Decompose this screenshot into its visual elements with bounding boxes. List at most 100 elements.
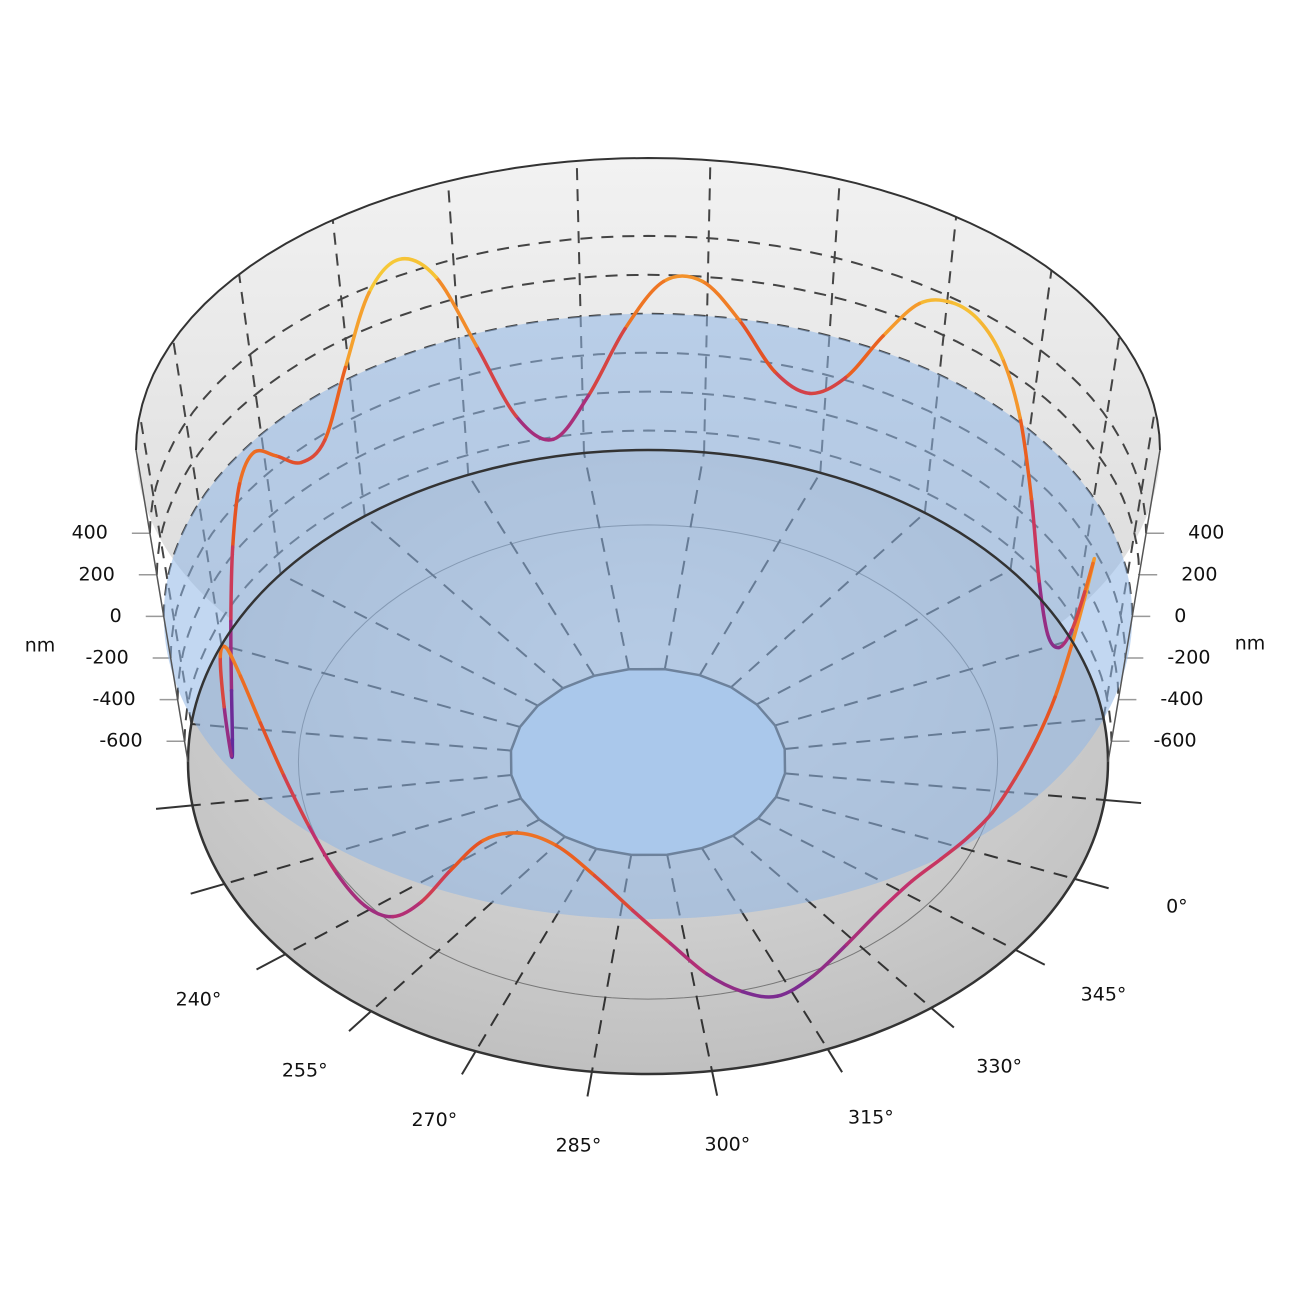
curve-segment — [772, 369, 812, 396]
curve-segment — [554, 843, 597, 878]
curve-segment — [705, 972, 745, 994]
curve-segment — [1083, 561, 1095, 594]
grid-line — [155, 273, 1141, 575]
curve-segment — [222, 704, 234, 758]
curve-segment — [910, 857, 943, 883]
theta-tick — [711, 1070, 719, 1096]
z-tick-label: -400 — [92, 688, 135, 710]
theta-tick-label: 300° — [705, 1134, 751, 1156]
curve-segment — [224, 645, 243, 678]
curve-segment — [878, 879, 914, 913]
curve-segment — [516, 831, 559, 848]
curve-segment — [229, 688, 235, 742]
theta-tick-label: 0° — [1166, 895, 1188, 917]
curve-segment — [1070, 590, 1087, 632]
curve-segment — [1000, 356, 1022, 420]
z-axis-label: nm — [1235, 633, 1266, 655]
z-tick-label: -200 — [86, 647, 129, 669]
curve-segment — [274, 454, 303, 465]
curve-segment — [807, 375, 848, 396]
theta-tick — [461, 1050, 477, 1075]
curve-segment — [737, 318, 777, 374]
theta-tick — [1104, 799, 1142, 805]
curve-segment — [419, 868, 453, 904]
edge — [135, 449, 189, 763]
grid-line — [370, 836, 566, 1012]
curve-segment — [917, 298, 954, 306]
curve-segment — [434, 275, 479, 348]
curve-segment — [1034, 695, 1057, 742]
curve-segment — [843, 334, 885, 380]
curve-segment — [740, 989, 780, 999]
theta-tick — [1014, 948, 1046, 966]
curve-segment — [700, 279, 742, 323]
curve-segment — [586, 326, 627, 398]
grid-line — [148, 234, 1148, 534]
curve-segment — [229, 545, 235, 624]
curve-segment — [391, 900, 423, 919]
curve-segment — [939, 835, 970, 861]
curve-segment — [965, 810, 995, 840]
z-axis-label: nm — [25, 635, 56, 657]
curve-segment — [1029, 496, 1041, 583]
curve-segment — [481, 831, 521, 843]
curve-segment — [449, 838, 485, 872]
theta-tick — [190, 882, 225, 895]
curve-segment — [258, 721, 286, 778]
theta-tick — [155, 804, 193, 810]
curve-segment — [1045, 632, 1061, 650]
curve-segment — [238, 674, 263, 725]
curve-segment — [362, 903, 395, 919]
curve-segment — [307, 825, 339, 876]
curve-segment — [845, 908, 883, 947]
curve-segment — [397, 256, 438, 279]
curve-segment — [631, 908, 673, 946]
curve-segment — [514, 414, 555, 442]
z-tick-label: 0 — [1174, 605, 1186, 627]
theta-tick — [1074, 877, 1109, 890]
rim-top — [135, 156, 1161, 451]
z-tick-label: 0 — [110, 605, 122, 627]
theta-tick-label: 240° — [176, 989, 222, 1011]
plot-area: -600 -600 -400 -400 -200 -200 0 0 200 200 400 400 24… — [72, 156, 1224, 1156]
curve-segment — [1018, 415, 1034, 501]
edge — [1107, 449, 1161, 763]
curve-segment — [668, 941, 709, 976]
curve-segment — [990, 776, 1018, 815]
curve-segment — [230, 482, 242, 549]
curve-segment — [218, 654, 226, 709]
theta-tick-label: 270° — [411, 1109, 457, 1131]
theta-tick — [348, 1010, 372, 1032]
theta-tick-label: 285° — [556, 1134, 602, 1156]
curve-segment — [282, 773, 312, 829]
curve-segment — [1013, 738, 1039, 780]
z-tick-label: -600 — [1153, 730, 1196, 752]
curve-segment — [592, 874, 635, 913]
curve-segment — [1053, 641, 1075, 699]
curve-segment — [661, 274, 705, 284]
curve-segment — [881, 301, 922, 338]
curve-segment — [335, 871, 367, 908]
grid-line — [732, 835, 932, 1009]
theta-tick — [586, 1071, 593, 1097]
curve-segment — [949, 300, 982, 323]
curve-segment — [775, 974, 814, 998]
z-tick-label: 200 — [79, 563, 115, 585]
theta-tick-label: 315° — [848, 1107, 894, 1129]
theta-tick-label: 345° — [1081, 983, 1127, 1005]
z-tick-label: -600 — [99, 730, 142, 752]
z-tick-label: -400 — [1160, 688, 1203, 710]
theta-tick — [256, 953, 286, 971]
theta-tick-label: 255° — [282, 1059, 328, 1081]
curve-segment — [474, 344, 518, 419]
curve-segment — [810, 942, 849, 979]
z-tick-label: -200 — [1167, 647, 1210, 669]
zero-plane — [163, 313, 1133, 920]
curve-segment — [237, 450, 256, 486]
curve-segment — [367, 257, 402, 295]
curve-segment — [977, 318, 1005, 361]
theta-tick — [826, 1048, 843, 1073]
curve-segment — [299, 438, 327, 465]
z-tick-label: 200 — [1181, 563, 1217, 585]
